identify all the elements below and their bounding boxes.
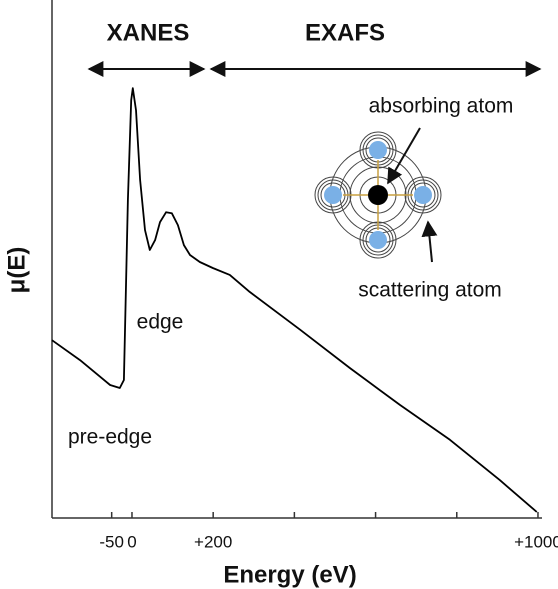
annotation: edge	[137, 311, 184, 334]
x-tick-label: -50	[99, 532, 124, 551]
pointer-arrow	[387, 127, 421, 185]
annotation: absorbing atom	[369, 95, 514, 118]
region-label: EXAFS	[305, 19, 385, 46]
atom-diagram	[314, 131, 442, 259]
x-axis-label: Energy (eV)	[223, 561, 356, 588]
region-label: XANES	[107, 19, 190, 46]
annotation: scattering atom	[358, 279, 502, 302]
pointer-arrow	[421, 220, 438, 263]
x-tick-label: +1000	[514, 532, 558, 551]
data-line	[51, 87, 538, 513]
x-tick-label: 0	[127, 532, 136, 551]
annotation: pre-edge	[68, 426, 152, 449]
x-tick-label: +200	[194, 532, 232, 551]
y-axis-label: μ(E)	[3, 247, 30, 294]
